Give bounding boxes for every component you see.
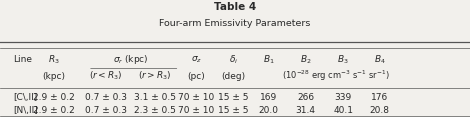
Text: 20.8: 20.8 — [370, 106, 390, 115]
Text: $R_3$: $R_3$ — [48, 53, 60, 66]
Text: $B_2$: $B_2$ — [300, 53, 311, 66]
Text: $\delta_i$: $\delta_i$ — [229, 53, 238, 66]
Text: $B_1$: $B_1$ — [263, 53, 274, 66]
Text: 40.1: 40.1 — [333, 106, 353, 115]
Text: Line: Line — [13, 55, 32, 64]
Text: 70 ± 10: 70 ± 10 — [178, 106, 215, 115]
Text: Four-arm Emissivity Parameters: Four-arm Emissivity Parameters — [159, 19, 311, 28]
Text: 176: 176 — [371, 93, 388, 102]
Text: 2.3 ± 0.5: 2.3 ± 0.5 — [134, 106, 176, 115]
Text: 15 ± 5: 15 ± 5 — [219, 106, 249, 115]
Text: $(r > R_3)$: $(r > R_3)$ — [138, 70, 172, 82]
Text: $\sigma_r$ (kpc): $\sigma_r$ (kpc) — [113, 53, 148, 66]
Text: 0.7 ± 0.3: 0.7 ± 0.3 — [85, 106, 127, 115]
Text: (kpc): (kpc) — [43, 72, 65, 80]
Text: 169: 169 — [260, 93, 277, 102]
Text: [C\,II]: [C\,II] — [13, 93, 38, 102]
Text: 266: 266 — [297, 93, 314, 102]
Text: 339: 339 — [335, 93, 352, 102]
Text: Table 4: Table 4 — [214, 2, 256, 12]
Text: (deg): (deg) — [221, 72, 246, 80]
Text: [N\,II]: [N\,II] — [13, 106, 38, 115]
Text: $\sigma_z$: $\sigma_z$ — [191, 54, 202, 65]
Text: 20.0: 20.0 — [259, 106, 279, 115]
Text: (pc): (pc) — [188, 72, 205, 80]
Text: $B_3$: $B_3$ — [337, 53, 349, 66]
Text: 2.9 ± 0.2: 2.9 ± 0.2 — [33, 106, 75, 115]
Text: $(10^{-28}$ erg cm$^{-3}$ s$^{-1}$ sr$^{-1})$: $(10^{-28}$ erg cm$^{-3}$ s$^{-1}$ sr$^{… — [282, 69, 390, 83]
Text: 15 ± 5: 15 ± 5 — [219, 93, 249, 102]
Text: 2.9 ± 0.2: 2.9 ± 0.2 — [33, 93, 75, 102]
Text: 70 ± 10: 70 ± 10 — [178, 93, 215, 102]
Text: 31.4: 31.4 — [296, 106, 315, 115]
Text: $(r < R_3)$: $(r < R_3)$ — [89, 70, 123, 82]
Text: 3.1 ± 0.5: 3.1 ± 0.5 — [134, 93, 176, 102]
Text: $B_4$: $B_4$ — [374, 53, 386, 66]
Text: 0.7 ± 0.3: 0.7 ± 0.3 — [85, 93, 127, 102]
